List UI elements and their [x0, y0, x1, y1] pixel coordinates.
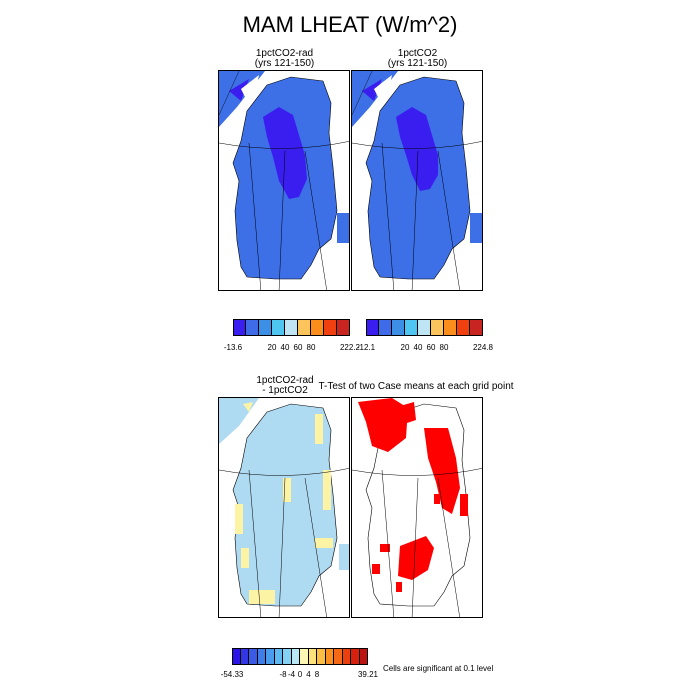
colorbar-swatch [233, 319, 246, 336]
colorbar-tick-label: 40 [280, 343, 290, 352]
colorbar-swatch [308, 648, 317, 665]
colorbar-tick-label: -8 [279, 670, 287, 679]
colorbar-tick-label: -13.6 [223, 343, 243, 352]
panel-title-line1: 1pctCO2 [397, 48, 438, 59]
map-panel-bottom-left [218, 397, 350, 618]
colorbar-swatch [334, 648, 343, 665]
colorbar-swatch [249, 648, 258, 665]
colorbar-top-left [233, 319, 350, 336]
colorbar-tick-label: 40 [413, 343, 423, 352]
colorbar-tick-label: -54.33 [220, 670, 244, 679]
colorbar-tick-label: 4 [306, 670, 311, 679]
colorbar-swatch [351, 648, 360, 665]
map-top-left [219, 71, 349, 290]
panel-title-line2: - 1pctCO2 [262, 385, 308, 396]
panel-title-line2: (yrs 121-150) [387, 58, 448, 69]
colorbar-swatch [457, 319, 470, 336]
map-panel-top-left [218, 70, 350, 291]
colorbar-tick-label: 20 [267, 343, 277, 352]
colorbar-swatch [272, 319, 285, 336]
panel-title-line1: 1pctCO2-rad [255, 48, 314, 59]
panel-title-bottom-left: 1pctCO2-rad - 1pctCO2 [240, 376, 330, 396]
colorbar-swatch [259, 319, 272, 336]
colorbar-swatch [470, 319, 483, 336]
colorbar-tick-label: 60 [293, 343, 303, 352]
map-top-right [352, 71, 482, 290]
map-panel-top-right [351, 70, 483, 291]
colorbar-labels-top-right: -12.1 20 40 60 80 224.8 [357, 343, 493, 353]
map-panel-bottom-right [351, 397, 483, 618]
panel-title-top-left: 1pctCO2-rad (yrs 121-150) [218, 49, 351, 69]
colorbar-swatch [418, 319, 431, 336]
significance-footnote: Cells are significant at 0.1 level [383, 664, 494, 673]
colorbar-swatch [232, 648, 241, 665]
colorbar-swatch [300, 648, 309, 665]
colorbar-tick-label: 80 [306, 343, 316, 352]
colorbar-swatch [311, 319, 324, 336]
panel-title-top-right: 1pctCO2 (yrs 121-150) [351, 49, 484, 69]
colorbar-swatch [342, 648, 351, 665]
colorbar-swatch [257, 648, 266, 665]
colorbar-tick-label: 0 [297, 670, 303, 679]
colorbar-swatch [298, 319, 311, 336]
colorbar-swatch [444, 319, 457, 336]
colorbar-swatch [274, 648, 283, 665]
colorbar-tick-label: 222.2 [339, 343, 361, 352]
colorbar-tick-label: 80 [439, 343, 449, 352]
colorbar-swatch [392, 319, 405, 336]
colorbar-swatch [324, 319, 337, 336]
colorbar-tick-label: 39.21 [357, 670, 379, 679]
colorbar-swatch [379, 319, 392, 336]
colorbar-tick-label: -4 [287, 670, 296, 679]
panel-title-line2: (yrs 121-150) [254, 58, 315, 69]
panel-title-bottom-right: T-Test of two Case means at each grid po… [318, 381, 514, 392]
colorbar-swatch [246, 319, 259, 336]
colorbar-swatch [359, 648, 368, 665]
colorbar-top-right [366, 319, 483, 336]
colorbar-swatch [291, 648, 300, 665]
map-bottom-right [352, 398, 482, 617]
colorbar-swatch [366, 319, 379, 336]
colorbar-tick-label: 20 [400, 343, 410, 352]
colorbar-swatch [405, 319, 418, 336]
colorbar-tick-label: -12.1 [356, 343, 376, 352]
colorbar-bottom [232, 648, 368, 665]
colorbar-swatch [285, 319, 298, 336]
colorbar-swatch [266, 648, 275, 665]
colorbar-labels-bottom: -54.33 -8 -4 0 4 8 39.21 [221, 670, 378, 680]
colorbar-swatch [325, 648, 334, 665]
colorbar-swatch [431, 319, 444, 336]
colorbar-tick-label: 60 [426, 343, 436, 352]
colorbar-tick-label: 8 [314, 670, 320, 679]
map-bottom-left [219, 398, 349, 617]
figure-title: MAM LHEAT (W/m^2) [242, 12, 458, 37]
colorbar-swatch [317, 648, 326, 665]
colorbar-tick-label: 224.8 [472, 343, 494, 352]
colorbar-swatch [337, 319, 350, 336]
colorbar-swatch [283, 648, 292, 665]
colorbar-labels-top-left: -13.6 20 40 60 80 222.2 [224, 343, 360, 353]
panel-title-line1: 1pctCO2-rad [256, 375, 314, 386]
colorbar-swatch [240, 648, 249, 665]
